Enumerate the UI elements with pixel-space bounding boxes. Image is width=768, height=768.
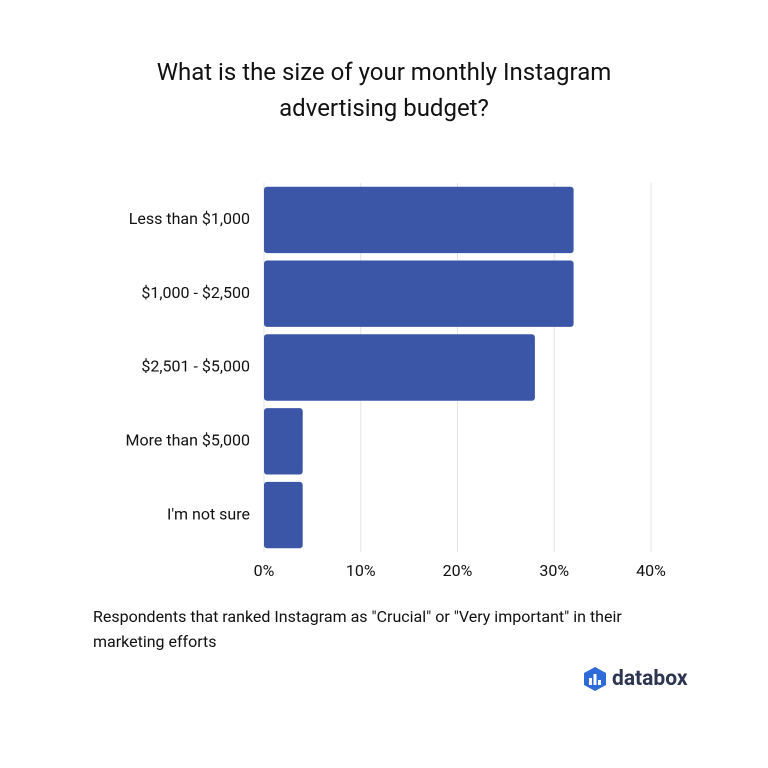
brand-logo: databox — [584, 667, 688, 691]
brand-icon — [584, 667, 606, 691]
x-tick-label: 10% — [346, 561, 376, 580]
y-tick-label: $1,000 - $2,500 — [141, 283, 250, 302]
chart-title: What is the size of your monthly Instagr… — [156, 58, 612, 122]
brand-name: databox — [612, 667, 688, 691]
y-tick-label: $2,501 - $5,000 — [141, 357, 250, 376]
bar — [264, 186, 574, 254]
chart: 0% 10% 20% 30% 40% Less than $1,000 $1,000 - $… — [126, 183, 666, 580]
bar — [264, 260, 574, 327]
x-tick-label: 30% — [539, 561, 569, 580]
bar — [264, 408, 303, 475]
bar — [264, 481, 303, 549]
chart-note: Respondents that ranked Instagram as "Cr… — [93, 607, 622, 651]
x-tick-label: 0% — [254, 561, 275, 580]
bar — [264, 334, 535, 401]
y-tick-label: I'm not sure — [167, 504, 250, 523]
x-tick-label: 20% — [443, 561, 473, 580]
y-tick-label: Less than $1,000 — [129, 209, 250, 228]
x-tick-label: 40% — [636, 561, 666, 580]
y-tick-label: More than $5,000 — [126, 431, 250, 450]
